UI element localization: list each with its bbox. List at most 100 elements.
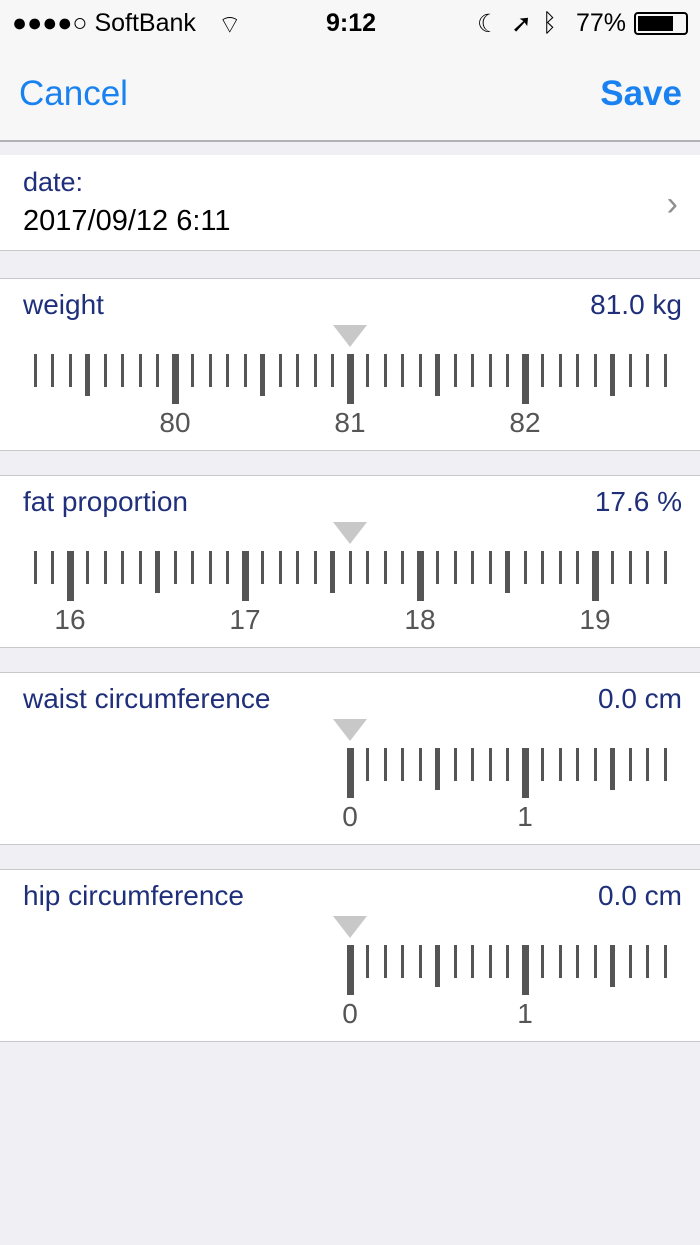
ruler-tick-label: 16 bbox=[54, 604, 86, 635]
ruler-tick bbox=[471, 945, 474, 978]
ruler-tick bbox=[278, 354, 282, 387]
ruler-tick bbox=[138, 551, 142, 584]
pointer-icon bbox=[333, 325, 367, 347]
ruler-tick bbox=[576, 354, 579, 387]
ruler-tick bbox=[435, 945, 440, 987]
ruler-tick bbox=[401, 748, 404, 781]
ruler-tick-label: 17 bbox=[229, 604, 261, 635]
ruler-tick bbox=[418, 945, 422, 978]
ruler-tick bbox=[103, 551, 107, 584]
date-cell[interactable]: date: 2017/09/12 6:11 › bbox=[0, 155, 700, 251]
ruler-tick bbox=[418, 354, 422, 387]
ruler-tick bbox=[138, 354, 142, 387]
ruler-tick bbox=[366, 354, 369, 387]
ruler-tick bbox=[243, 354, 247, 387]
ruler-tick-label: 18 bbox=[404, 604, 436, 635]
ruler-tick bbox=[208, 354, 212, 387]
battery-icon bbox=[634, 12, 688, 35]
ruler-tick bbox=[488, 551, 492, 584]
ruler-tick bbox=[330, 551, 335, 593]
ruler-tick bbox=[453, 945, 457, 978]
ruler-tick bbox=[85, 354, 90, 396]
cancel-button[interactable]: Cancel bbox=[19, 74, 128, 113]
ruler-tick-label: 1 bbox=[517, 998, 533, 1029]
ruler-tick bbox=[435, 354, 440, 396]
ruler-tick bbox=[346, 945, 354, 995]
carrier: ●●●●○ SoftBank bbox=[12, 9, 196, 37]
fat-proportion-value: 17.6 % bbox=[594, 486, 682, 517]
date-value: 2017/09/12 6:11 bbox=[23, 205, 231, 237]
ruler-tick bbox=[436, 551, 439, 584]
ruler-tick bbox=[418, 748, 422, 781]
chevron-right-icon: › bbox=[666, 185, 678, 223]
ruler-tick bbox=[488, 945, 492, 978]
ruler-tick bbox=[366, 551, 369, 584]
weight-ruler[interactable]: weight 81.0 kg 80 81 82 bbox=[0, 278, 700, 451]
ruler-tick bbox=[610, 945, 615, 987]
status-bar: ●●●●○ SoftBank ⌔ 9:12 ☾ ➚ ᛒ 77% bbox=[0, 0, 700, 48]
hip-circumference-value: 0.0 cm bbox=[597, 880, 682, 911]
ruler-tick-label: 81 bbox=[334, 407, 366, 438]
ruler-tick bbox=[155, 551, 160, 593]
ruler-tick-label: 0 bbox=[342, 801, 358, 832]
ruler-tick bbox=[558, 354, 562, 387]
navigation-bar: Cancel Save bbox=[0, 48, 700, 142]
wifi-icon: ⌔ bbox=[218, 11, 242, 39]
ruler-tick bbox=[191, 354, 194, 387]
ruler-tick bbox=[646, 945, 649, 978]
hip-circumference-label: hip circumference bbox=[23, 880, 244, 911]
save-button[interactable]: Save bbox=[600, 74, 682, 113]
ruler-tick bbox=[51, 354, 54, 387]
ruler-tick bbox=[591, 551, 599, 601]
ruler-tick bbox=[663, 551, 667, 584]
ruler-tick bbox=[66, 551, 74, 601]
ruler-tick-label: 19 bbox=[579, 604, 611, 635]
ruler-tick bbox=[313, 551, 317, 584]
ruler-tick bbox=[453, 748, 457, 781]
ruler-tick bbox=[576, 945, 579, 978]
ruler-tick bbox=[506, 748, 509, 781]
ruler-tick bbox=[523, 551, 527, 584]
ruler-tick bbox=[521, 945, 529, 995]
ruler-tick-label: 82 bbox=[509, 407, 541, 438]
ruler-tick bbox=[453, 551, 457, 584]
battery-level: 77% bbox=[576, 9, 627, 37]
ruler-tick bbox=[505, 551, 510, 593]
ruler-tick-label: 80 bbox=[159, 407, 191, 438]
ruler-tick-label: 0 bbox=[342, 998, 358, 1029]
waist-circumference-label: waist circumference bbox=[23, 683, 271, 714]
ruler-tick bbox=[593, 945, 597, 978]
ruler-tick bbox=[576, 748, 579, 781]
weight-label: weight bbox=[23, 289, 104, 320]
ruler-tick bbox=[471, 748, 474, 781]
ruler-tick bbox=[646, 551, 649, 584]
ruler-tick bbox=[278, 551, 282, 584]
fat-proportion-label: fat proportion bbox=[23, 486, 188, 517]
fat-proportion-ruler[interactable]: fat proportion 17.6 % 16 17 18 19 bbox=[0, 475, 700, 648]
ruler-tick bbox=[521, 354, 529, 404]
ruler-tick bbox=[348, 551, 352, 584]
ruler-tick bbox=[173, 551, 177, 584]
ruler-tick bbox=[103, 354, 107, 387]
ruler-tick bbox=[646, 354, 649, 387]
ruler-tick bbox=[453, 354, 457, 387]
time: 9:12 bbox=[326, 9, 377, 37]
ruler-tick bbox=[488, 748, 492, 781]
ruler-tick bbox=[558, 945, 562, 978]
ruler-tick bbox=[541, 748, 544, 781]
ruler-tick bbox=[576, 551, 579, 584]
ruler-tick bbox=[156, 354, 159, 387]
ruler-tick-label: 1 bbox=[517, 801, 533, 832]
ruler-tick bbox=[296, 551, 299, 584]
ruler-tick bbox=[628, 551, 632, 584]
hip-circumference-ruler[interactable]: hip circumference 0.0 cm 0 1 bbox=[0, 869, 700, 1042]
ruler-tick bbox=[506, 945, 509, 978]
ruler-tick bbox=[366, 945, 369, 978]
ruler-tick bbox=[663, 354, 667, 387]
ruler-tick bbox=[558, 748, 562, 781]
ruler-tick bbox=[68, 354, 72, 387]
ruler-tick bbox=[383, 945, 387, 978]
waist-circumference-ruler[interactable]: waist circumference 0.0 cm 0 1 bbox=[0, 672, 700, 845]
ruler-tick bbox=[611, 551, 614, 584]
ruler-tick bbox=[208, 551, 212, 584]
